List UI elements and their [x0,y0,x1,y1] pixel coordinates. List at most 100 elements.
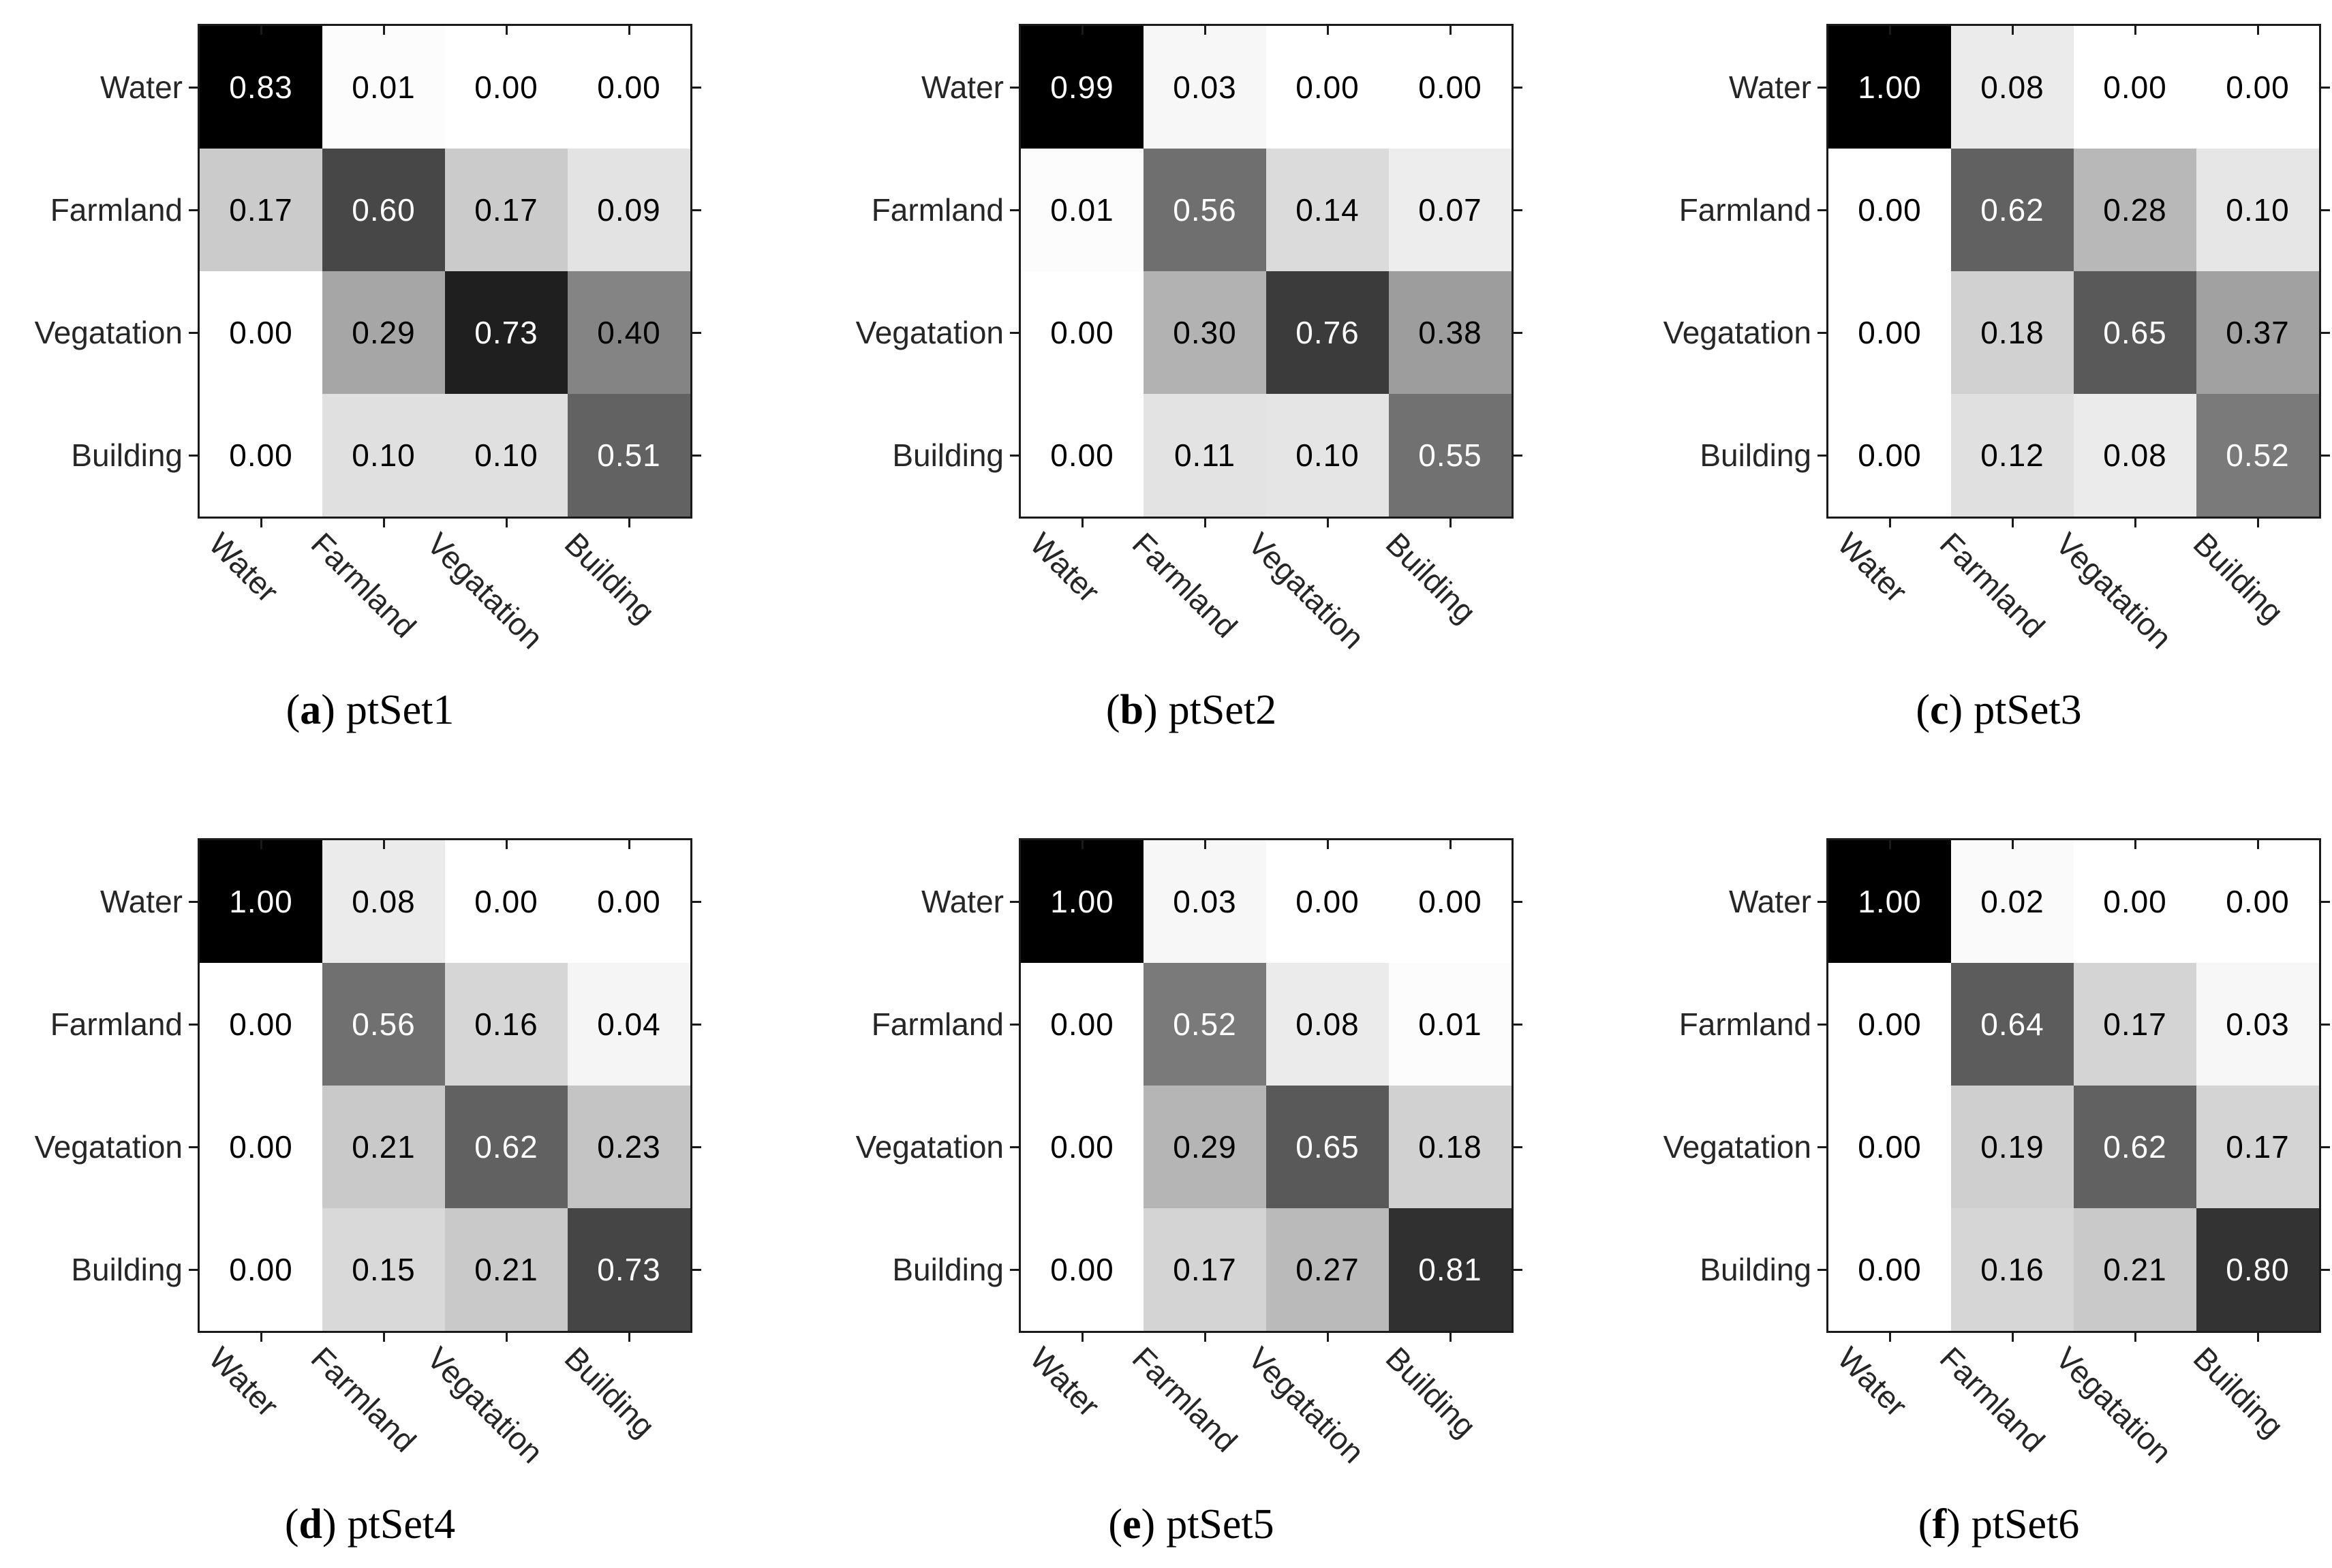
caption-letter-group: (f) [1918,1501,1961,1548]
matrix-cell: 0.00 [1021,271,1144,394]
matrix-cell: 0.00 [1021,963,1144,1086]
x-axis-tick-bottom [2256,1333,2259,1342]
x-axis-tick-top [1888,840,1891,849]
matrix-cell: 0.01 [322,26,445,149]
y-axis-tick-right [2321,331,2330,334]
matrix-cell: 0.29 [1144,1086,1266,1208]
x-axis-tick-top [1326,26,1329,35]
matrix-cell: 0.17 [200,149,322,271]
x-tick-label: Water [1830,1340,1915,1424]
matrix-cell: 0.23 [568,1086,690,1208]
caption-letter-group: (c) [1916,687,1963,733]
matrix-cell: 1.00 [1828,840,1951,963]
matrix-cell: 0.52 [2196,394,2319,517]
x-axis-tick-top [1203,26,1206,35]
x-axis-tick-bottom [1203,1333,1206,1342]
y-tick-label: Vegatation [34,1129,183,1165]
y-axis-tick-right [2321,1146,2330,1148]
matrix-cell: 0.52 [1144,963,1266,1086]
y-axis-tick-right [1514,1268,1522,1271]
panel-f: 1.00 0.02 0.00 0.00 0.00 0.64 0.17 0.03 0.00 0.19… [1663,838,2330,1548]
y-tick-label: Farmland [871,192,1004,228]
matrix-cell: 0.37 [2196,271,2319,394]
x-tick-label: Building [1379,525,1484,630]
x-tick-label: Farmland [1933,1340,2052,1459]
matrix-cell: 0.00 [1828,963,1951,1086]
y-tick-label: Building [71,1252,183,1287]
matrix-cell: 0.00 [200,1208,322,1331]
matrix-cell: 0.14 [1266,149,1389,271]
matrix-cell: 0.00 [200,394,322,517]
caption-paren-close: ) [1946,1501,1961,1548]
matrix-cell: 0.80 [2196,1208,2319,1331]
y-axis-tick-right [1514,1146,1522,1148]
x-tick-label: Building [2186,1340,2291,1445]
matrix-cell: 0.03 [1144,26,1266,149]
y-axis-tick-left [189,86,198,89]
y-axis-tick-right [692,1023,701,1026]
y-tick-label: Building [892,1252,1004,1287]
x-tick-label: Building [2186,525,2291,630]
caption-title: ptSet5 [1166,1501,1274,1548]
caption-title: ptSet6 [1971,1501,2080,1548]
caption-paren-open: ( [284,1501,299,1548]
matrix-cell: 0.00 [2196,26,2319,149]
matrix-cell: 0.04 [568,963,690,1086]
caption-paren-close: ) [322,1501,337,1548]
y-axis-tick-right [692,900,701,903]
heatmap-grid: 1.00 0.08 0.00 0.00 0.00 0.62 0.28 0.10 0.00 0.18… [1826,24,2321,519]
matrix-cell: 0.01 [1021,149,1144,271]
caption-paren-open: ( [1105,687,1120,733]
x-axis-tick-bottom [382,1333,385,1342]
matrix-cell: 0.00 [445,26,568,149]
x-axis-tick-top [1326,840,1329,849]
heatmap-grid: 1.00 0.02 0.00 0.00 0.00 0.64 0.17 0.03 0.00 0.19… [1826,838,2321,1333]
matrix-cell: 0.60 [322,149,445,271]
x-axis-tick-top [628,26,630,35]
y-axis-tick-right [692,1268,701,1271]
panel-d: 1.00 0.08 0.00 0.00 0.00 0.56 0.16 0.04 0.00 0.21… [35,838,701,1548]
x-tick-label: Building [1379,1340,1484,1445]
x-tick-label: Farmland [1933,525,2052,645]
y-tick-label: Water [921,884,1004,919]
matrix-cell: 0.00 [200,1086,322,1208]
x-tick-label: Farmland [1125,525,1244,645]
x-axis-tick-bottom [1081,519,1084,527]
matrix-cell: 0.18 [1951,271,2074,394]
matrix-cell: 0.51 [568,394,690,517]
x-axis-tick-top [260,840,262,849]
y-tick-label: Farmland [50,1006,183,1042]
y-axis-tick-left [1010,1268,1019,1271]
matrix-cell: 0.10 [1266,394,1389,517]
caption-letter-group: (b) [1106,687,1158,733]
y-axis-tick-right [692,1146,701,1148]
y-axis-tick-right [2321,209,2330,211]
y-tick-label: Water [100,70,183,105]
y-tick-label: Vegatation [855,1129,1004,1165]
matrix-cell: 0.62 [1951,149,2074,271]
y-axis-tick-left [189,1268,198,1271]
caption-paren-open: ( [286,687,301,733]
matrix-cell: 0.01 [1389,963,1512,1086]
matrix-cell: 0.00 [200,963,322,1086]
y-axis-tick-left [1010,1023,1019,1026]
matrix-cell: 0.64 [1951,963,2074,1086]
matrix-cell: 0.17 [2196,1086,2319,1208]
x-tick-label: Water [202,525,286,609]
x-axis-tick-top [2256,840,2259,849]
matrix-cell: 0.00 [1389,840,1512,963]
x-tick-label: Water [1023,525,1107,609]
y-axis-tick-left [189,1023,198,1026]
y-tick-label: Building [1700,437,1811,473]
y-tick-label: Farmland [1678,1006,1811,1042]
y-axis-tick-right [2321,1268,2330,1271]
y-tick-label: Vegatation [1663,315,1811,350]
x-tick-label: Water [1830,525,1915,609]
x-axis-tick-bottom [1449,1333,1452,1342]
matrix-cell: 0.65 [2074,271,2196,394]
matrix-cell: 0.76 [1266,271,1389,394]
x-axis-tick-top [260,26,262,35]
heatmap-grid: 0.83 0.01 0.00 0.00 0.17 0.60 0.17 0.09 0.00 0.29… [198,24,692,519]
x-axis-tick-top [382,26,385,35]
